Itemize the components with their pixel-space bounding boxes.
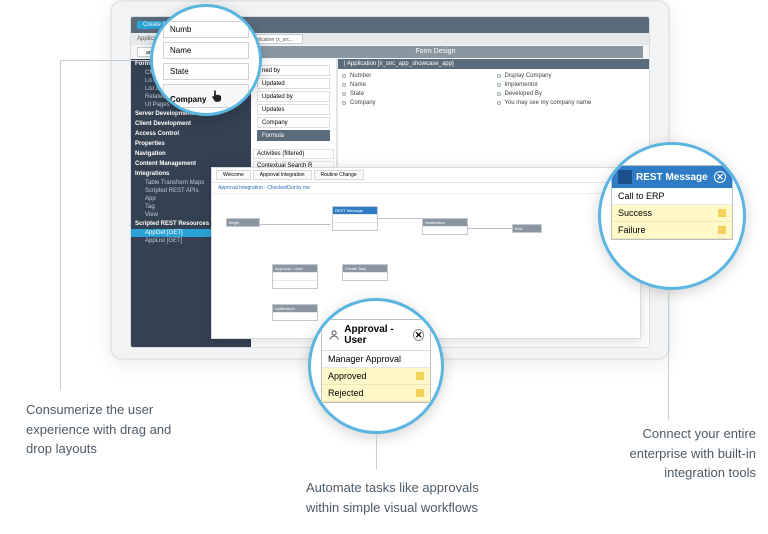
form-field[interactable]: Company bbox=[342, 100, 491, 106]
rest-subtitle: Call to ERP bbox=[612, 188, 732, 205]
rest-icon bbox=[618, 170, 632, 184]
field-row[interactable]: Updated by bbox=[257, 91, 330, 102]
cursor-icon bbox=[209, 89, 223, 105]
connector-icon bbox=[416, 389, 424, 397]
caption-2: Automate tasks like approvals within sim… bbox=[306, 478, 506, 517]
form-field-label: Name bbox=[350, 82, 366, 88]
approval-subtitle: Manager Approval bbox=[322, 351, 430, 368]
wf-node-notify2[interactable]: Notification bbox=[272, 304, 318, 321]
workflow-tab[interactable]: Routine Change bbox=[314, 170, 364, 180]
rest-opt-failure[interactable]: Failure bbox=[612, 222, 732, 239]
form-col-left: Number Name State Company bbox=[342, 73, 491, 106]
form-field-label: State bbox=[350, 91, 364, 97]
connector-icon bbox=[416, 372, 424, 380]
palette-item[interactable]: Activities (filtered) bbox=[253, 149, 334, 159]
opt-label: Success bbox=[618, 208, 652, 218]
field-row[interactable]: Updated bbox=[257, 78, 330, 89]
workflow-tab[interactable]: Approval Integration bbox=[253, 170, 312, 180]
workflow-tab[interactable]: Welcome bbox=[216, 170, 251, 180]
connector-icon bbox=[718, 209, 726, 217]
user-icon bbox=[328, 328, 340, 342]
sb-properties-head[interactable]: Properties bbox=[131, 139, 251, 149]
wf-node-label: Begin bbox=[227, 219, 259, 226]
rest-card-header: REST Message ✕ bbox=[612, 166, 732, 188]
zoom-approval: Approval - User ✕ Manager Approval Appro… bbox=[308, 298, 444, 434]
zoom1-row-company[interactable]: Company bbox=[163, 84, 249, 108]
form-field[interactable]: Number bbox=[342, 73, 491, 79]
wf-node-label: Create Task bbox=[343, 265, 387, 272]
zoom-rest: REST Message ✕ Call to ERP Success Failu… bbox=[598, 142, 746, 290]
form-header: | Application [x_snc_app_showcase_app] bbox=[338, 59, 649, 69]
formula-header: Formula bbox=[257, 130, 330, 141]
zoom-form-fields: Numb Name State Company bbox=[150, 4, 262, 116]
wf-node-rest[interactable]: REST Message bbox=[332, 206, 378, 231]
opt-label: Approved bbox=[328, 371, 367, 381]
form-columns: Number Name State Company Display Compan… bbox=[338, 69, 649, 110]
wf-node-create-task[interactable]: Create Task bbox=[342, 264, 388, 281]
connector-line bbox=[60, 60, 61, 390]
wf-node-label: Approval - User bbox=[273, 265, 317, 272]
zoom1-row[interactable]: State bbox=[163, 63, 249, 80]
connector-line bbox=[376, 434, 377, 470]
workflow-canvas[interactable]: Begin REST Message Notification Approval… bbox=[212, 194, 640, 340]
rest-opt-success[interactable]: Success bbox=[612, 205, 732, 222]
opt-label: Rejected bbox=[328, 388, 364, 398]
wf-node-notify[interactable]: Notification bbox=[422, 218, 468, 235]
rest-title: REST Message bbox=[636, 172, 708, 183]
approval-opt-approved[interactable]: Approved bbox=[322, 368, 430, 385]
form-field-label: Developed By bbox=[505, 91, 542, 97]
form-col-right: Display Company Implementor Developed By… bbox=[497, 73, 646, 106]
zoom1-row[interactable]: Name bbox=[163, 42, 249, 59]
connector-line bbox=[60, 60, 150, 61]
wf-node-label: End bbox=[513, 225, 541, 232]
zoom1-company-label: Company bbox=[170, 95, 206, 104]
connector-icon bbox=[718, 226, 726, 234]
wf-node-begin[interactable]: Begin bbox=[226, 218, 260, 227]
caption-1: Consumerize the user experience with dra… bbox=[26, 400, 196, 459]
wf-node-label: Notification bbox=[273, 305, 317, 312]
close-icon[interactable]: ✕ bbox=[714, 171, 726, 183]
form-field[interactable]: State bbox=[342, 91, 491, 97]
field-stack: ned by Updated Updated by Updates Compan… bbox=[251, 59, 336, 147]
workflow-window: Welcome Approval Integration Routine Cha… bbox=[211, 167, 641, 339]
form-field[interactable]: Developed By bbox=[497, 91, 646, 97]
sb-navigation-head[interactable]: Navigation bbox=[131, 149, 251, 159]
wf-node-label: REST Message bbox=[333, 207, 377, 214]
wf-node-approval[interactable]: Approval - User bbox=[272, 264, 318, 289]
form-field[interactable]: Implementor bbox=[497, 82, 646, 88]
opt-label: Failure bbox=[618, 225, 646, 235]
form-design-title: Form Design bbox=[228, 46, 643, 58]
wf-node-label: Notification bbox=[423, 219, 467, 226]
wf-node-end[interactable]: End bbox=[512, 224, 542, 233]
form-field-label: Display Company bbox=[505, 73, 552, 79]
approval-card-header: Approval - User ✕ bbox=[322, 320, 430, 351]
form-field-label: Company bbox=[350, 100, 376, 106]
form-field[interactable]: Display Company bbox=[497, 73, 646, 79]
workflow-breadcrumb: Approval Integration - CheckedOut by me bbox=[212, 183, 640, 194]
sb-client-head[interactable]: Client Development bbox=[131, 119, 251, 129]
approval-opt-rejected[interactable]: Rejected bbox=[322, 385, 430, 402]
zoom1-row[interactable]: Numb bbox=[163, 21, 249, 38]
rest-card[interactable]: REST Message ✕ Call to ERP Success Failu… bbox=[611, 165, 733, 240]
form-field-label: Implementor bbox=[505, 82, 538, 88]
field-row[interactable]: Updates bbox=[257, 104, 330, 115]
connector-line bbox=[668, 290, 669, 420]
form-field-label: You may see my company name bbox=[505, 100, 592, 106]
sb-access-head[interactable]: Access Control bbox=[131, 129, 251, 139]
form-field[interactable]: Name bbox=[342, 82, 491, 88]
approval-card[interactable]: Approval - User ✕ Manager Approval Appro… bbox=[321, 319, 431, 403]
field-row[interactable]: ned by bbox=[257, 65, 330, 76]
close-icon[interactable]: ✕ bbox=[413, 329, 424, 341]
form-field-label: Number bbox=[350, 73, 371, 79]
field-row[interactable]: Company bbox=[257, 117, 330, 128]
workflow-tabs: Welcome Approval Integration Routine Cha… bbox=[212, 168, 640, 183]
caption-3: Connect your entire enterprise with buil… bbox=[586, 424, 756, 483]
form-field[interactable]: You may see my company name bbox=[497, 100, 646, 106]
approval-title: Approval - User bbox=[344, 324, 409, 346]
